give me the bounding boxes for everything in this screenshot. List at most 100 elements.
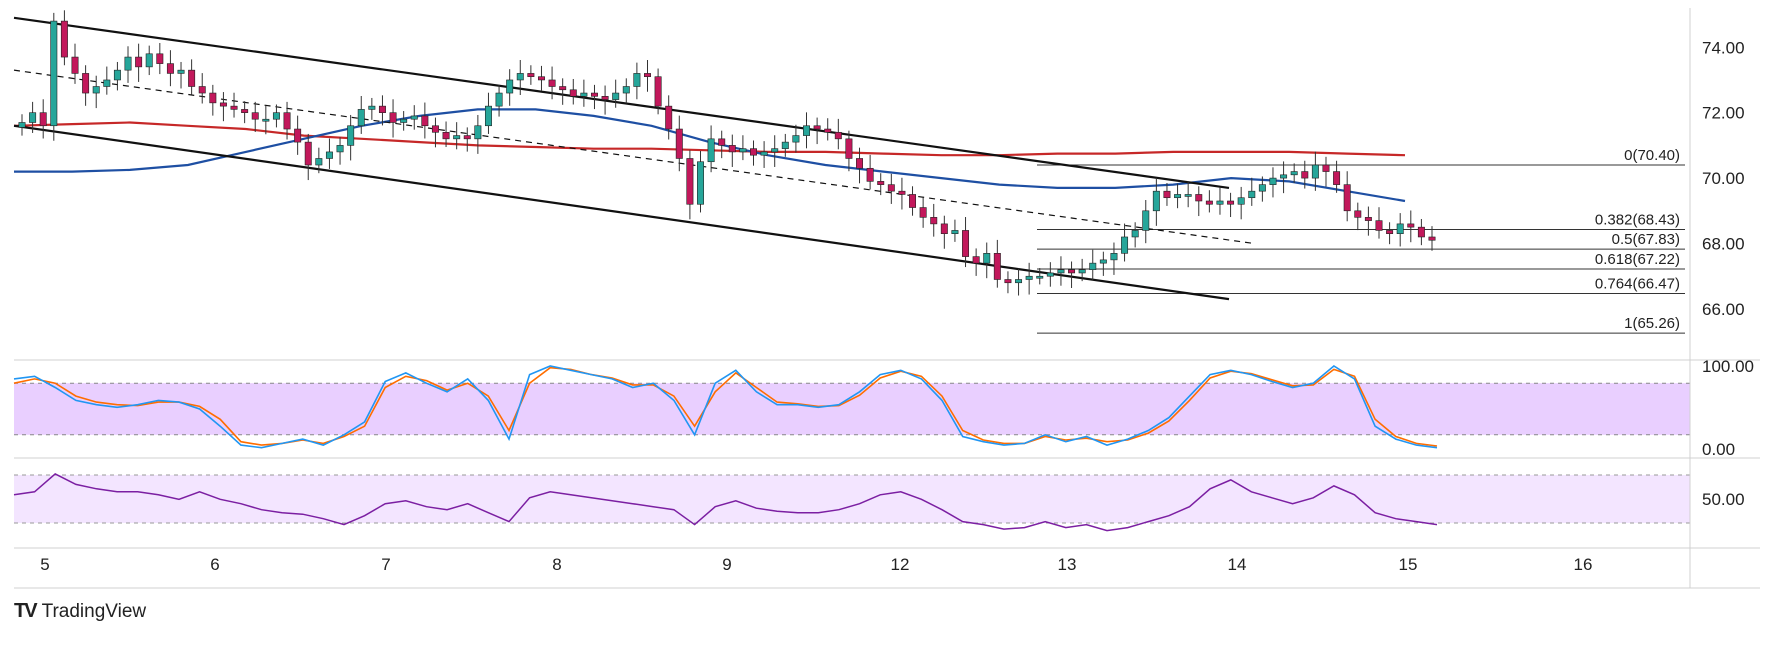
candle-body	[60, 20, 68, 58]
candle-body	[1290, 171, 1298, 176]
candle-body	[516, 73, 524, 81]
candle-body	[103, 79, 111, 87]
candle-body	[866, 167, 874, 182]
candle-body	[1322, 164, 1330, 172]
candle-body	[1163, 190, 1171, 199]
tradingview-label: TradingView	[41, 600, 147, 622]
candle-body	[856, 158, 863, 169]
candle-body	[665, 105, 673, 130]
candle-body	[803, 125, 810, 136]
candle-body	[972, 256, 980, 264]
rsi-tick-label: 50.00	[1702, 490, 1745, 509]
stoch-tick-label: 0.00	[1702, 440, 1735, 459]
candle-body	[368, 105, 376, 110]
candle-body	[39, 112, 47, 127]
price-tick-label: 68.00	[1702, 235, 1745, 254]
tradingview-logo-icon: TV	[14, 600, 38, 622]
candle-body	[824, 128, 832, 133]
price-pane[interactable]: 0(70.40) 0.382(68.43) 0.5(67.83) 0.618(67.2…	[13, 10, 1685, 334]
candle-body	[506, 79, 514, 94]
candle-body	[1110, 253, 1118, 261]
time-tick-label: 7	[381, 555, 390, 574]
fib-level-label: 0.382(68.43)	[1595, 211, 1680, 228]
candle-body	[484, 105, 492, 127]
time-tick-label: 16	[1574, 555, 1593, 574]
candle-body	[1269, 177, 1277, 185]
candle-body	[983, 253, 991, 264]
candle-body	[887, 184, 895, 192]
time-tick-label: 5	[40, 555, 49, 574]
candle-body	[622, 86, 630, 94]
candle-body	[1364, 217, 1372, 221]
candle-body	[145, 53, 153, 68]
candle-body	[612, 92, 620, 100]
candle-body	[1205, 200, 1213, 205]
candle-body	[198, 86, 206, 94]
candle-body	[1386, 230, 1394, 235]
candle-body	[389, 112, 397, 123]
time-tick-label: 13	[1058, 555, 1077, 574]
candle-body	[294, 128, 302, 143]
candle-body	[898, 190, 906, 195]
candle-body	[421, 115, 429, 127]
fib-level-label: 0.764(66.47)	[1595, 276, 1680, 293]
candle-body	[527, 73, 535, 77]
price-tick-label: 74.00	[1702, 38, 1745, 57]
candle-body	[633, 73, 641, 87]
candle-body	[495, 92, 503, 107]
fib-level-label: 0(70.40)	[1624, 147, 1680, 164]
stochastic-pane[interactable]	[13, 365, 1690, 449]
candle-body	[601, 96, 609, 100]
candle-body	[771, 148, 779, 153]
candle-body	[654, 76, 662, 107]
candle-body	[1184, 194, 1192, 197]
candle-body	[1417, 226, 1425, 238]
price-tick-label: 66.00	[1702, 300, 1745, 319]
rsi-pane[interactable]	[13, 473, 1690, 532]
candle-body	[304, 141, 312, 166]
candle-body	[230, 105, 238, 110]
candle-body	[569, 89, 577, 97]
candle-body	[697, 161, 704, 205]
candle-body	[951, 230, 959, 235]
candle-body	[1046, 272, 1054, 277]
candle-body	[1311, 164, 1319, 179]
candle-body	[707, 138, 715, 163]
candle-body	[1343, 184, 1351, 212]
fib-level-label: 1(65.26)	[1624, 315, 1680, 332]
candle-body	[400, 118, 408, 123]
candle-body	[760, 151, 768, 156]
candle-body	[124, 56, 132, 71]
channel-upper-line	[13, 16, 1230, 189]
candle-body	[591, 92, 598, 97]
candle-body	[1068, 269, 1076, 274]
candle-body	[156, 53, 164, 64]
candle-body	[962, 230, 970, 257]
candle-body	[1428, 236, 1436, 241]
candle-body	[1354, 210, 1362, 218]
tradingview-watermark[interactable]: TV TradingView	[14, 600, 146, 623]
candle-body	[845, 138, 853, 159]
candle-body	[241, 109, 249, 113]
time-tick-label: 15	[1399, 555, 1418, 574]
candle-body	[209, 92, 217, 104]
candle-body	[739, 148, 747, 153]
time-tick-label: 8	[552, 555, 561, 574]
stoch-d-line	[13, 366, 1438, 447]
candle-body	[792, 135, 800, 143]
candle-body	[113, 69, 121, 81]
candle-body	[940, 223, 948, 235]
candle-body	[1258, 184, 1266, 192]
candle-body	[82, 73, 90, 94]
candle-body	[1099, 259, 1107, 264]
price-tick-label: 70.00	[1702, 169, 1745, 188]
stoch-band	[14, 383, 1690, 435]
candle-body	[1195, 194, 1203, 202]
candle-body	[1280, 174, 1288, 179]
time-tick-label: 12	[891, 555, 910, 574]
candle-body	[50, 20, 58, 127]
candle-body	[686, 158, 694, 205]
candle-body	[1333, 171, 1341, 185]
